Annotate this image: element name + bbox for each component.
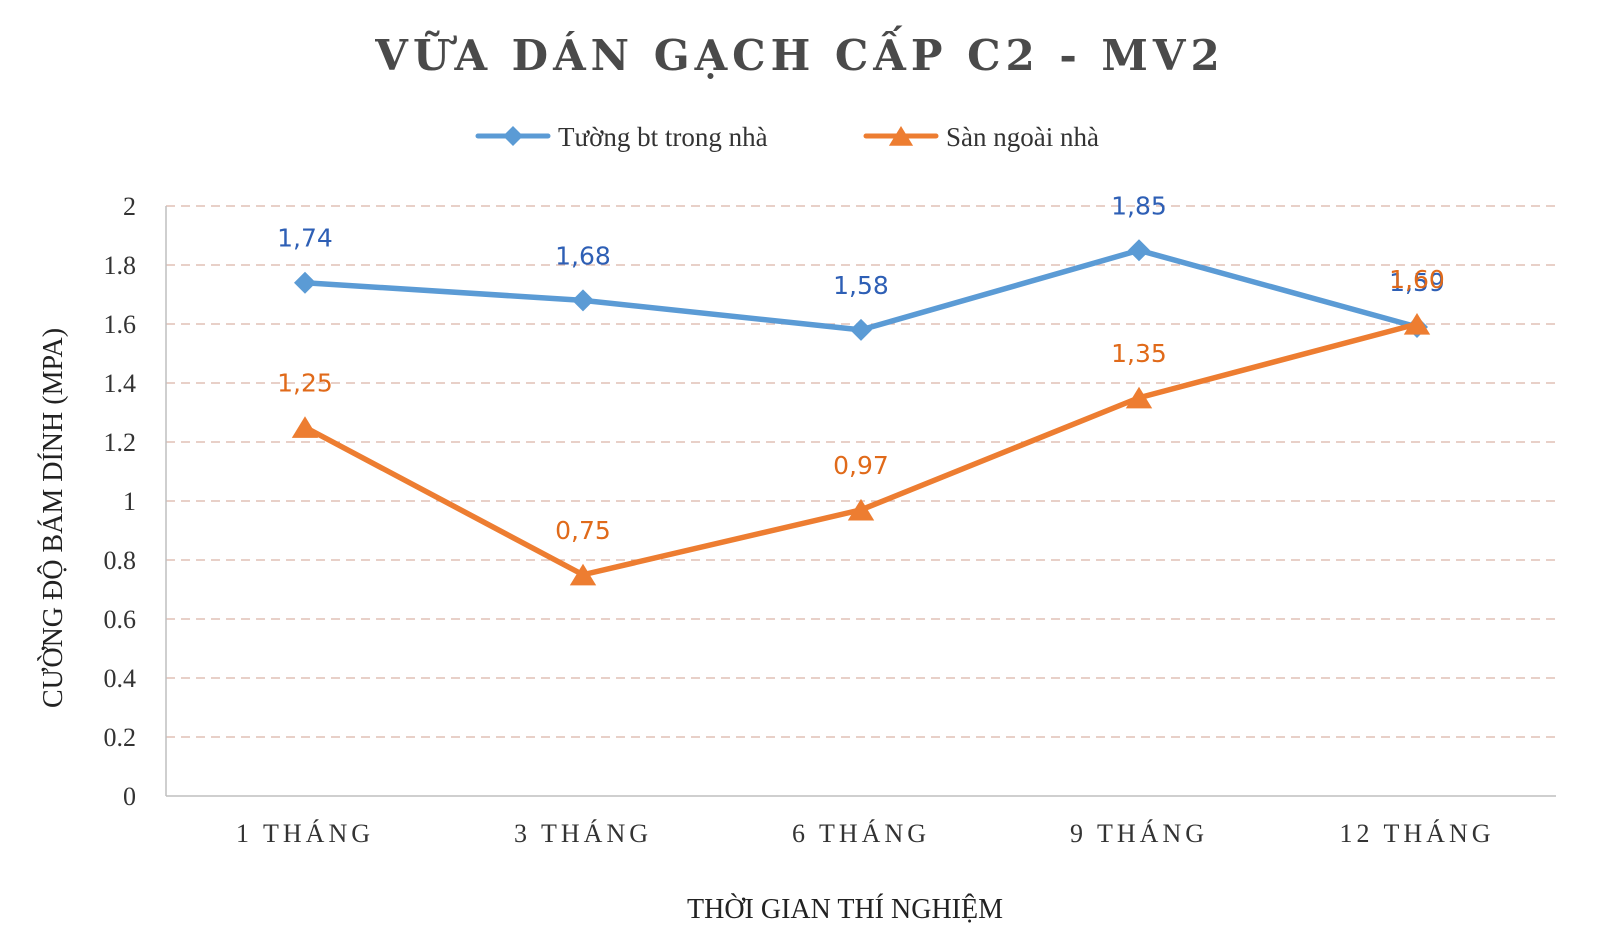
y-tick-label: 1.8 <box>104 251 137 280</box>
data-label-series-1: 1,85 <box>1111 191 1167 220</box>
data-point-series-2 <box>847 498 875 521</box>
legend-triangle-marker <box>888 126 914 146</box>
x-axis-title: THỜI GIAN THÍ NGHIỆM <box>687 894 1003 925</box>
y-tick-label: 0.8 <box>104 546 137 575</box>
x-tick-label: 12 THÁNG <box>1339 819 1494 848</box>
data-point-series-1 <box>572 289 594 312</box>
data-label-series-1: 1,59 <box>1389 268 1445 297</box>
x-tick-label: 6 THÁNG <box>792 819 930 848</box>
data-label-series-1: 1,74 <box>277 224 333 253</box>
legend-label-series-2: Sàn ngoài nhà <box>946 122 1099 152</box>
data-labels: 1,74 1,68 1,58 1,85 1,59 1,25 0,75 0,97 1,35 1,60 <box>277 191 1445 545</box>
data-label-series-1: 1,68 <box>555 241 611 270</box>
x-tick-label: 1 THÁNG <box>236 819 374 848</box>
y-tick-label: 0.4 <box>104 664 137 693</box>
data-point-series-2 <box>569 563 597 586</box>
data-point-series-1 <box>1128 239 1150 262</box>
data-label-series-1: 1,58 <box>833 271 889 300</box>
chart-title: VỮA DÁN GẠCH CẤP C2 - MV2 <box>374 24 1224 80</box>
y-tick-label: 0.6 <box>104 605 137 634</box>
data-point-series-2 <box>291 416 319 438</box>
y-tick-label: 1.2 <box>104 428 137 457</box>
data-label-series-2: 0,75 <box>555 516 611 545</box>
data-point-series-2 <box>1125 386 1153 409</box>
y-tick-label: 1 <box>123 487 136 516</box>
x-axis-ticks: 1 THÁNG 3 THÁNG 6 THÁNG 9 THÁNG 12 THÁNG <box>236 819 1494 848</box>
y-tick-label: 1.4 <box>104 369 137 398</box>
legend-diamond-marker <box>503 126 523 146</box>
data-label-series-2: 1,60 <box>1389 265 1445 294</box>
data-point-series-1 <box>294 271 316 294</box>
legend: Tường bt trong nhà Sàn ngoài nhà <box>475 122 1099 152</box>
data-point-series-1 <box>850 318 872 341</box>
legend-label-series-1: Tường bt trong nhà <box>558 122 768 152</box>
y-tick-label: 2 <box>123 192 136 221</box>
data-label-series-2: 1,35 <box>1111 339 1167 368</box>
y-tick-label: 0 <box>123 782 136 811</box>
x-tick-label: 9 THÁNG <box>1070 819 1208 848</box>
series-layer <box>291 239 1431 586</box>
data-label-series-2: 0,97 <box>833 451 889 480</box>
data-point-series-2 <box>1403 313 1431 335</box>
y-axis-ticks: 0 0.2 0.4 0.6 0.8 1 1.2 1.4 1.6 1.8 2 <box>104 192 137 811</box>
data-label-series-2: 1,25 <box>277 368 333 397</box>
axes <box>165 206 1556 797</box>
y-tick-label: 0.2 <box>104 723 137 752</box>
y-axis-title: CƯỜNG ĐỘ BÁM DÍNH (MPA) <box>38 328 69 708</box>
y-tick-label: 1.6 <box>104 310 137 339</box>
series-line-2 <box>302 321 1420 578</box>
gridlines <box>166 205 1556 738</box>
x-tick-label: 3 THÁNG <box>514 819 652 848</box>
